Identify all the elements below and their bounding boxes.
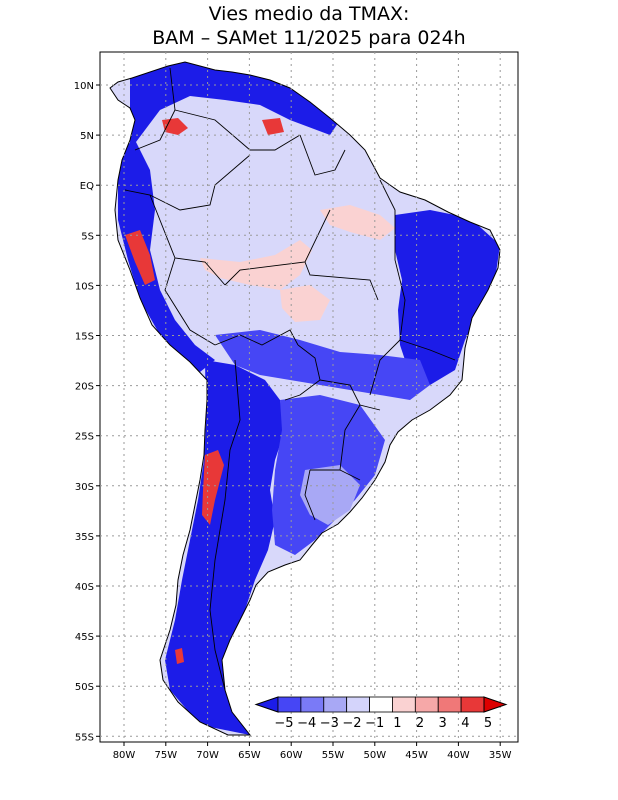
lon-tick-label: 70W <box>196 750 219 761</box>
latitude-tick-labels: 10N 5N EQ 5S 10S 15S 20S 25S 30S 35S 40S 45S 50S 55S <box>74 81 100 743</box>
title-line-1: Vies medio da TMAX: <box>209 3 410 25</box>
lat-tick-label: 55S <box>75 732 94 743</box>
colorbar-label: 2 <box>416 716 424 731</box>
colorbar-segment <box>300 696 325 713</box>
colorbar-segment <box>369 696 393 713</box>
colorbar-segment <box>437 696 462 713</box>
coastline <box>109 61 501 736</box>
colorbar-label: −3 <box>320 716 339 731</box>
lat-tick-label: 40S <box>75 582 94 593</box>
lon-tick-label: 50W <box>363 750 386 761</box>
lon-tick-label: 75W <box>154 750 177 761</box>
lon-tick-label: 40W <box>447 750 470 761</box>
hot-spot-venezuela <box>262 118 284 135</box>
lon-tick-label: 65W <box>238 750 261 761</box>
lat-tick-label: EQ <box>80 181 94 192</box>
colorbar-segment <box>323 696 348 713</box>
warm-region-center <box>280 285 330 322</box>
lon-tick-label: 35W <box>489 750 512 761</box>
lon-tick-label: 80W <box>113 750 136 761</box>
lat-tick-label: 35S <box>75 532 94 543</box>
lat-tick-label: 15S <box>75 332 94 343</box>
lat-tick-label: 25S <box>75 432 94 443</box>
lon-tick-label: 60W <box>280 750 303 761</box>
lat-tick-label: 5S <box>81 231 94 242</box>
cold-region-northeast <box>395 210 500 385</box>
warm-region-amazon <box>200 240 312 290</box>
colorbar-segment <box>277 696 302 713</box>
title-line-2: BAM – SAMet 11/2025 para 024h <box>152 27 465 49</box>
hot-spot-peru <box>125 230 155 285</box>
lat-tick-label: 10S <box>75 281 94 292</box>
colorbar-segment <box>346 696 370 713</box>
colorbar-label: 1 <box>393 716 401 731</box>
grid-lines <box>100 52 518 742</box>
warm-region-amazon-east <box>320 205 395 240</box>
colorbar-label: 5 <box>484 716 492 731</box>
cold-region-north <box>130 62 340 150</box>
colorbar-segment <box>392 696 416 713</box>
colorbar-label: 3 <box>439 716 447 731</box>
cold-region-south <box>165 360 285 735</box>
lat-tick-label: 45S <box>75 632 94 643</box>
bias-field <box>109 61 501 736</box>
lon-tick-label: 55W <box>322 750 345 761</box>
colorbar-max-arrow <box>483 696 508 713</box>
lon-tick-label: 45W <box>405 750 428 761</box>
lat-tick-label: 30S <box>75 482 94 493</box>
colorbar-label: −5 <box>274 716 293 731</box>
colorbar-label: −4 <box>297 716 316 731</box>
cold-region-andes <box>118 140 215 372</box>
lat-tick-label: 50S <box>75 682 94 693</box>
colorbar-segment <box>414 696 439 713</box>
lat-tick-label: 20S <box>75 382 94 393</box>
colorbar-label: −2 <box>342 716 361 731</box>
colorbar-label: −1 <box>365 716 384 731</box>
lat-tick-label: 5N <box>80 131 94 142</box>
colorbar-segment <box>460 696 485 713</box>
hot-spot-patagonia <box>175 648 184 664</box>
country-borders <box>124 67 456 691</box>
colorbar-label: 4 <box>461 716 469 731</box>
cold-region-central <box>215 330 430 400</box>
mild-region-uruguay <box>300 465 360 525</box>
colorbar: −5 −4 −3 −2 −1 1 2 3 4 5 <box>254 696 508 731</box>
hot-spot-argentina <box>202 450 224 525</box>
lat-tick-label: 10N <box>74 81 94 92</box>
longitude-tick-labels: 80W 75W 70W 65W 60W 55W 50W 45W 40W 35W <box>113 742 512 761</box>
